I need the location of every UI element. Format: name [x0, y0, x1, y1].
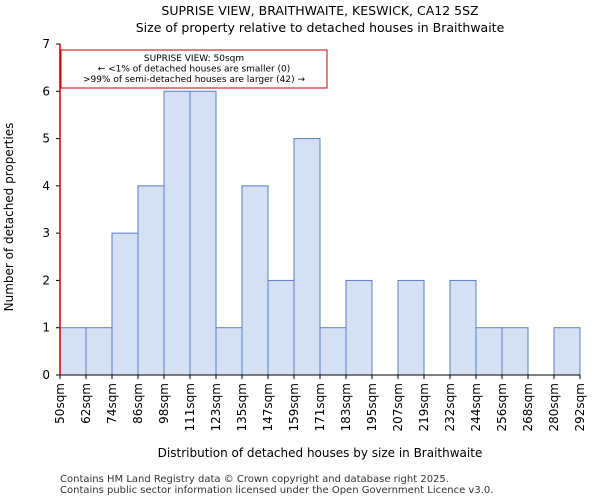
x-tick-label: 256sqm: [495, 383, 509, 431]
bar-98sqm: [163, 90, 191, 376]
y-tick-label: 0: [42, 368, 50, 382]
x-tick-label: 280sqm: [547, 383, 561, 431]
x-tick-label: 62sqm: [79, 383, 93, 424]
y-tick-label: 2: [42, 273, 50, 287]
bar-147sqm: [267, 279, 295, 376]
x-tick-label: 171sqm: [313, 383, 327, 431]
y-tick-label: 1: [42, 321, 50, 335]
bar-256sqm: [501, 327, 529, 376]
annotation-line-2: ← <1% of detached houses are smaller (0): [98, 65, 291, 75]
y-axis-label: Number of detached properties: [2, 123, 16, 312]
x-tick-label: 207sqm: [391, 383, 405, 431]
annotation-line-3: >99% of semi-detached houses are larger …: [83, 75, 306, 85]
bar-123sqm: [215, 327, 243, 376]
y-tick-label: 4: [42, 179, 50, 193]
bar-74sqm: [111, 232, 139, 376]
x-tick-label: 86sqm: [131, 383, 145, 424]
y-tick-label: 7: [42, 37, 50, 51]
x-tick-label: 232sqm: [443, 383, 457, 431]
x-axis-label: Distribution of detached houses by size …: [158, 446, 483, 460]
chart-subtitle: Size of property relative to detached ho…: [135, 20, 505, 35]
footer-line-2: Contains public sector information licen…: [60, 485, 494, 496]
x-tick-label: 292sqm: [573, 383, 587, 431]
property-marker-group: SUPRISE VIEW: 50sqm← <1% of detached hou…: [59, 44, 328, 375]
bar-135sqm: [241, 185, 269, 376]
bar-183sqm: [345, 279, 373, 376]
bar-159sqm: [293, 138, 321, 376]
bar-207sqm: [397, 279, 425, 376]
bar-111sqm: [189, 90, 217, 376]
x-tick-label: 50sqm: [53, 383, 67, 424]
bar-86sqm: [137, 185, 165, 376]
annotation-line-1: SUPRISE VIEW: 50sqm: [144, 54, 244, 64]
chart-title: SUPRISE VIEW, BRAITHWAITE, KESWICK, CA12…: [161, 3, 479, 18]
bar-280sqm: [553, 327, 581, 376]
x-tick-label: 244sqm: [469, 383, 483, 431]
x-tick-label: 111sqm: [183, 383, 197, 431]
bar-62sqm: [85, 327, 113, 376]
x-ticks-group: 50sqm 62sqm 74sqm 86sqm 98sqm 111sqm 123sqm 135…: [53, 375, 587, 431]
bars-group: [59, 90, 581, 376]
y-tick-label: 5: [42, 132, 50, 146]
bar-244sqm: [475, 327, 503, 376]
y-ticks-group: 0 1 2 3 4 5 6 7: [42, 37, 60, 382]
x-tick-label: 195sqm: [365, 383, 379, 431]
x-tick-label: 147sqm: [261, 383, 275, 431]
bar-232sqm: [449, 279, 477, 376]
bar-171sqm: [319, 327, 347, 376]
x-tick-label: 98sqm: [157, 383, 171, 424]
y-tick-label: 6: [42, 84, 50, 98]
footer-line-1: Contains HM Land Registry data © Crown c…: [60, 474, 449, 485]
bar-50sqm: [59, 327, 87, 376]
x-tick-label: 159sqm: [287, 383, 301, 431]
x-tick-label: 219sqm: [417, 383, 431, 431]
x-tick-label: 183sqm: [339, 383, 353, 431]
x-tick-label: 268sqm: [521, 383, 535, 431]
x-tick-label: 74sqm: [105, 383, 119, 424]
annotation-box: [60, 49, 328, 89]
x-tick-label: 123sqm: [209, 383, 223, 431]
y-tick-label: 3: [42, 226, 50, 240]
x-tick-label: 135sqm: [235, 383, 249, 431]
